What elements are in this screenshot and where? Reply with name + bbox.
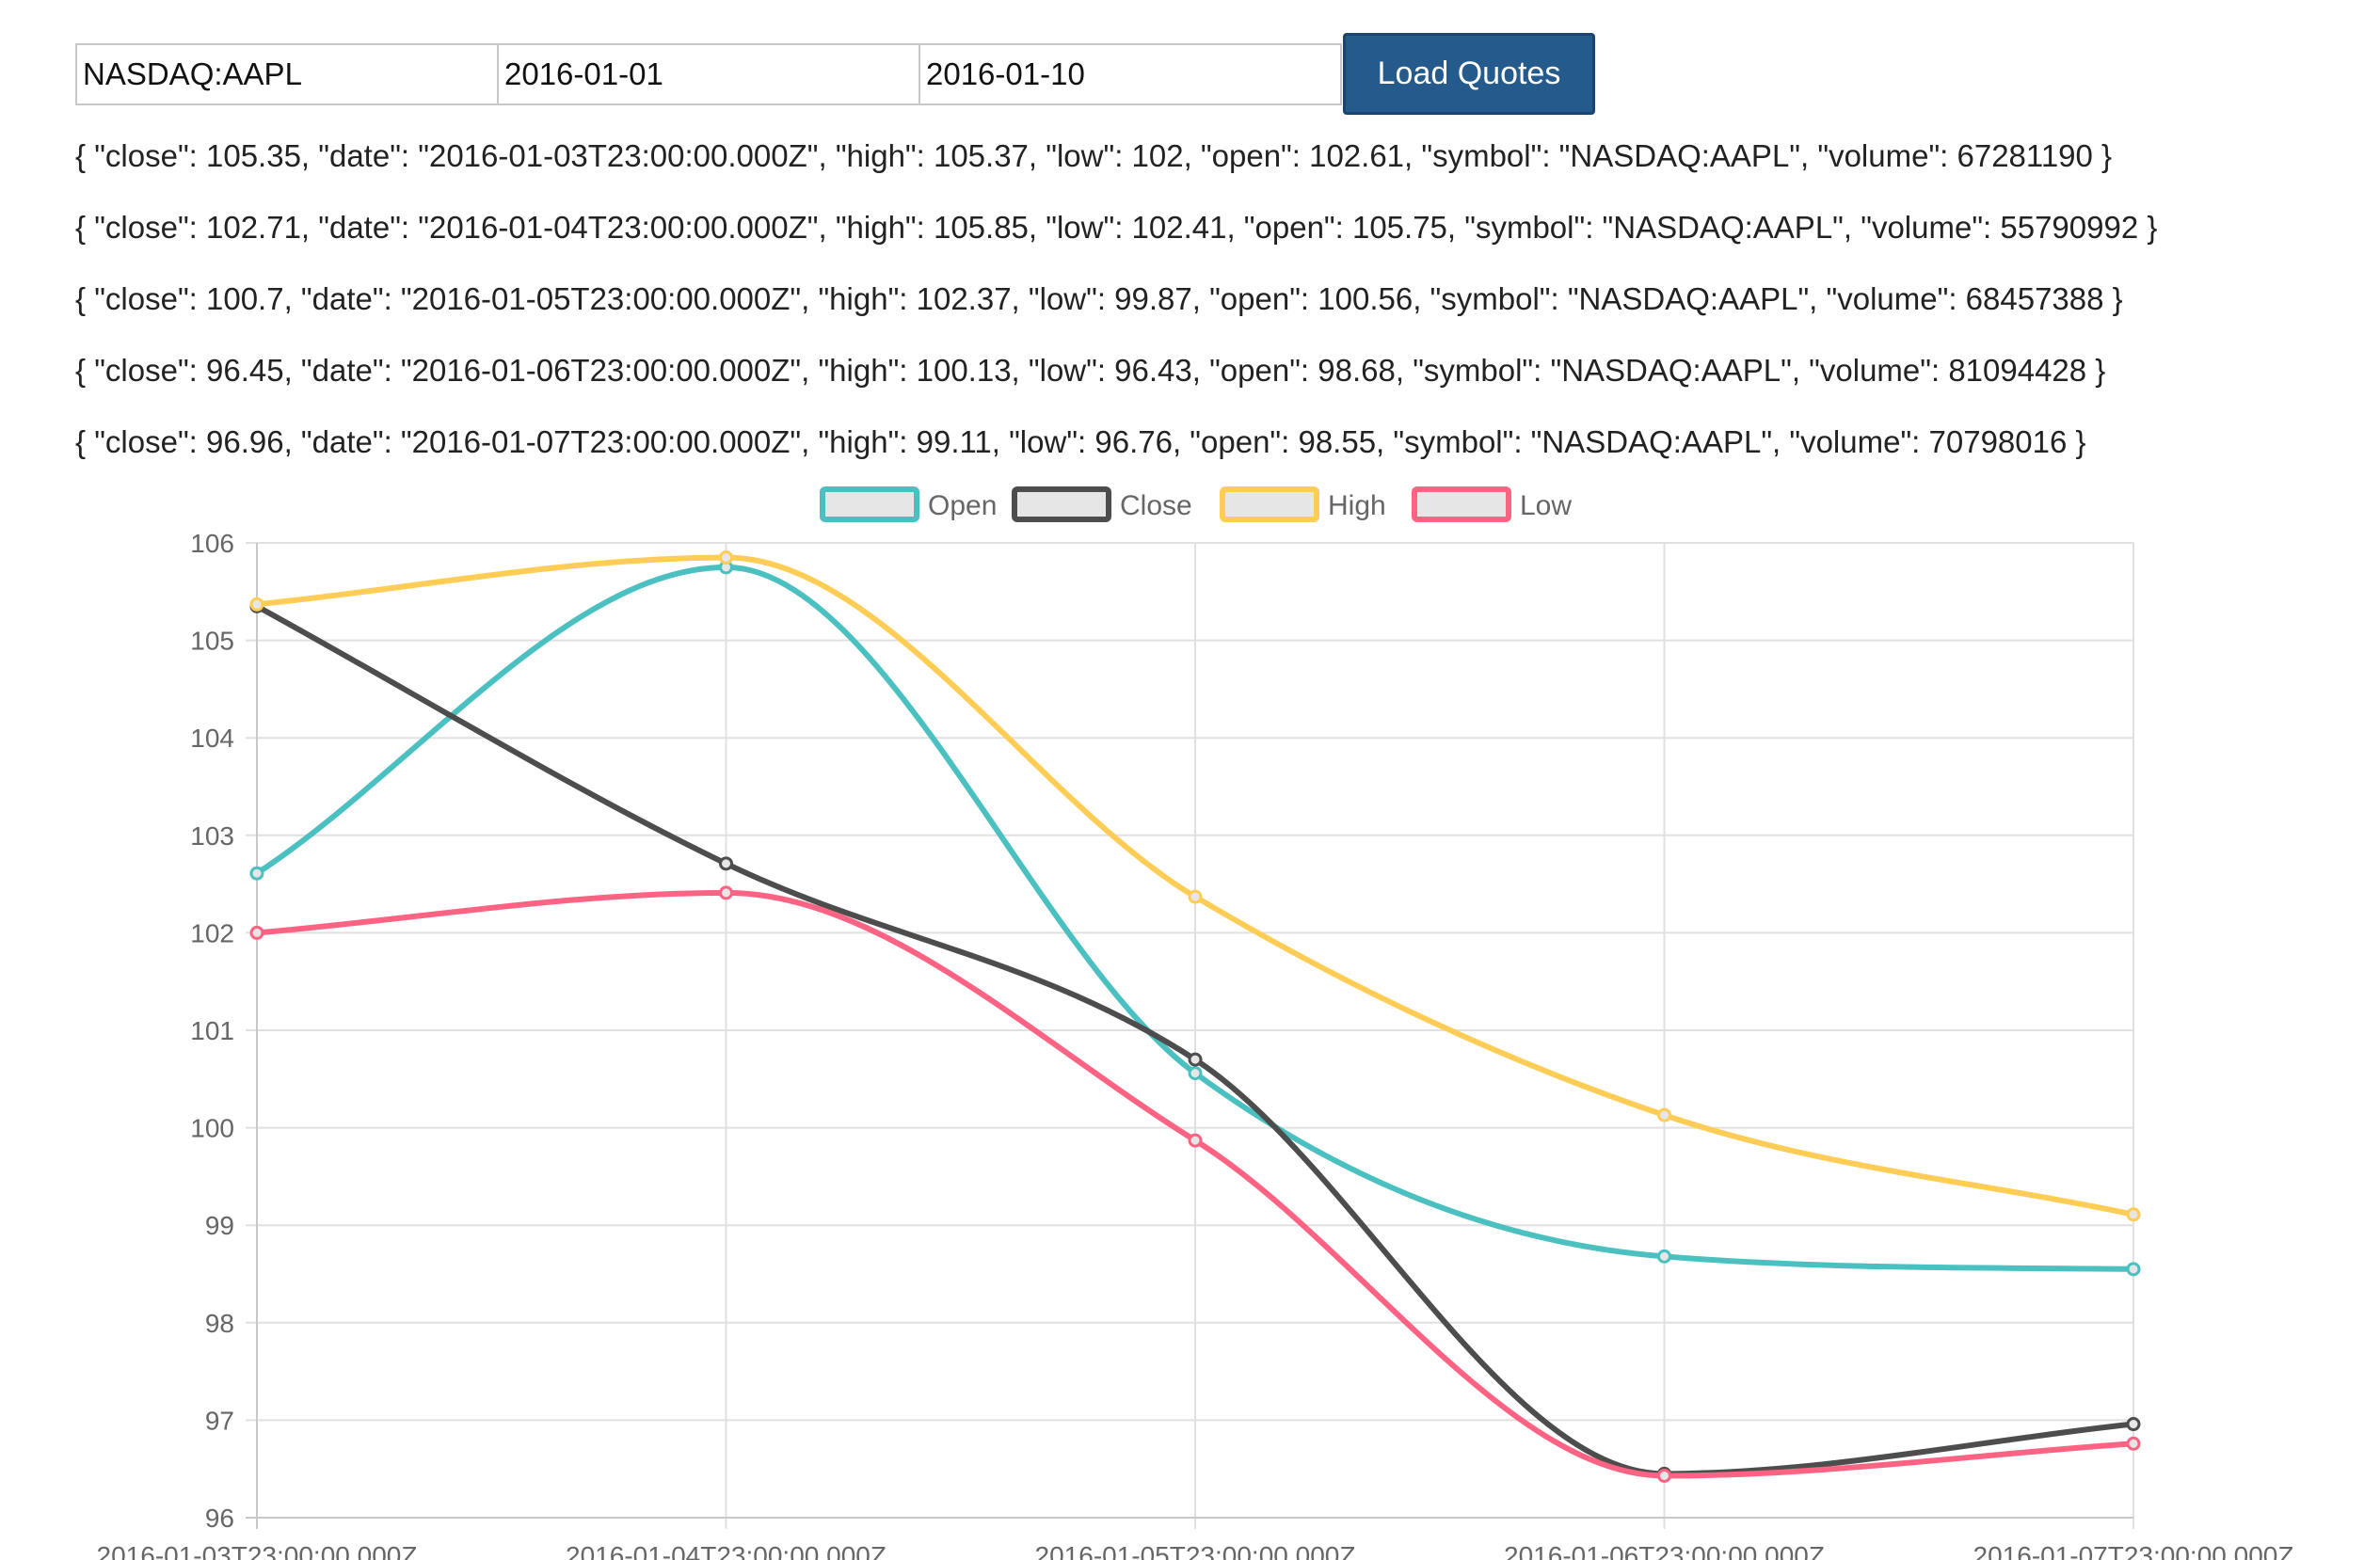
price-line-chart: Open Close High Low 96 97 98 99 100 101 102 103 104… xyxy=(97,486,2294,1560)
x-tick-label: 2016-01-07T23:00:00.000Z xyxy=(1973,1541,2294,1560)
y-tick-label: 104 xyxy=(190,724,234,753)
data-point-high[interactable] xyxy=(2126,1207,2141,1222)
legend-item-high[interactable]: High xyxy=(1220,486,1386,522)
data-point-low[interactable] xyxy=(1657,1468,1671,1483)
data-point-low[interactable] xyxy=(2126,1436,2141,1451)
y-tick-label: 103 xyxy=(190,821,234,851)
x-tick-label: 2016-01-03T23:00:00.000Z xyxy=(97,1541,418,1560)
quote-line: { "close": 96.45, "date": "2016-01-06T23… xyxy=(75,353,2106,388)
legend-label: Open xyxy=(928,490,997,521)
y-tick-label: 105 xyxy=(190,627,234,656)
y-tick-label: 99 xyxy=(205,1211,234,1240)
data-point-low[interactable] xyxy=(719,885,733,900)
from-date-input[interactable] xyxy=(497,42,920,105)
data-point-open[interactable] xyxy=(249,866,264,881)
data-point-open[interactable] xyxy=(1657,1249,1671,1264)
y-tick-label: 96 xyxy=(205,1504,234,1533)
data-point-high[interactable] xyxy=(249,597,264,612)
y-tick-label: 100 xyxy=(190,1114,234,1143)
y-tick-label: 97 xyxy=(205,1406,234,1435)
load-quotes-button[interactable]: Load Quotes xyxy=(1343,33,1595,115)
quote-form: Load Quotes xyxy=(75,33,1595,115)
data-point-high[interactable] xyxy=(1657,1107,1671,1122)
data-point-high[interactable] xyxy=(1188,889,1203,904)
quote-line: { "close": 105.35, "date": "2016-01-03T2… xyxy=(75,138,2113,173)
data-point-high[interactable] xyxy=(719,550,733,565)
chart-legend: Open Close High Low xyxy=(820,486,1572,522)
quote-line: { "close": 100.7, "date": "2016-01-05T23… xyxy=(75,281,2123,316)
legend-item-close[interactable]: Close xyxy=(1012,486,1192,522)
legend-swatch xyxy=(1220,486,1319,522)
x-axis: 2016-01-03T23:00:00.000Z 2016-01-04T23:00… xyxy=(97,1541,2294,1560)
data-point-close[interactable] xyxy=(719,856,733,871)
x-tick-label: 2016-01-06T23:00:00.000Z xyxy=(1504,1541,1825,1560)
legend-swatch xyxy=(1012,486,1111,522)
legend-swatch xyxy=(820,486,919,522)
quote-line: { "close": 102.71, "date": "2016-01-04T2… xyxy=(75,210,2158,245)
chart-series xyxy=(249,550,2141,1483)
legend-label: High xyxy=(1328,490,1386,521)
legend-label: Close xyxy=(1120,490,1192,521)
data-point-low[interactable] xyxy=(249,925,264,940)
legend-item-open[interactable]: Open xyxy=(820,486,997,522)
data-point-close[interactable] xyxy=(1188,1052,1203,1067)
y-axis: 96 97 98 99 100 101 102 103 104 105 106 xyxy=(190,529,234,1533)
data-point-open[interactable] xyxy=(1188,1066,1203,1081)
series-line-close xyxy=(255,603,2134,1477)
y-tick-label: 102 xyxy=(190,918,234,947)
x-tick-label: 2016-01-05T23:00:00.000Z xyxy=(1035,1541,1356,1560)
quote-list: { "close": 105.35, "date": "2016-01-03T2… xyxy=(75,132,2157,489)
legend-item-low[interactable]: Low xyxy=(1412,486,1572,522)
data-point-low[interactable] xyxy=(1188,1133,1203,1148)
symbol-input[interactable] xyxy=(75,42,499,105)
x-tick-label: 2016-01-04T23:00:00.000Z xyxy=(566,1541,887,1560)
y-tick-label: 98 xyxy=(205,1309,234,1338)
legend-label: Low xyxy=(1520,490,1572,521)
y-tick-label: 106 xyxy=(190,529,234,558)
data-point-close[interactable] xyxy=(2126,1417,2141,1432)
chart-grid xyxy=(246,542,2134,1529)
data-point-open[interactable] xyxy=(2126,1262,2141,1277)
y-tick-label: 101 xyxy=(190,1016,234,1045)
quote-line: { "close": 96.96, "date": "2016-01-07T23… xyxy=(75,424,2086,459)
legend-swatch xyxy=(1412,486,1511,522)
to-date-input[interactable] xyxy=(918,42,1342,105)
